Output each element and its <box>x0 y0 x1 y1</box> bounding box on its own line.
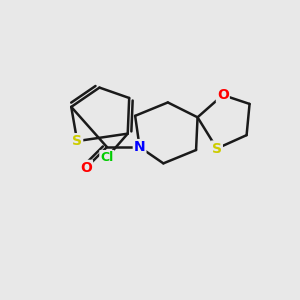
Text: S: S <box>212 142 222 155</box>
Text: Cl: Cl <box>100 151 113 164</box>
Text: O: O <box>217 88 229 102</box>
Text: S: S <box>72 134 82 148</box>
Text: O: O <box>80 161 92 175</box>
Text: N: N <box>134 140 146 154</box>
